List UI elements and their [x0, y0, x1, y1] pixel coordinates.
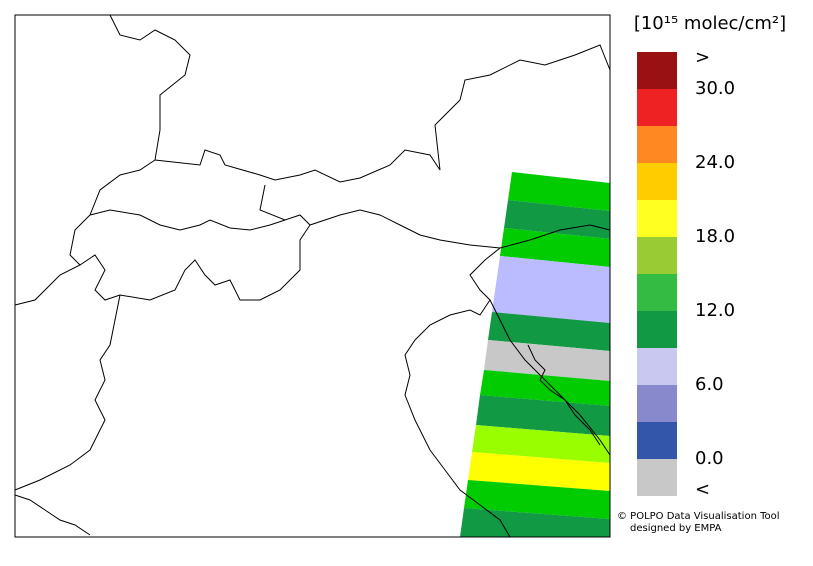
- colorbar-tick-label: 24.0: [695, 152, 735, 173]
- colorbar-under-label: <: [695, 479, 710, 500]
- colorbar-segment: [637, 52, 677, 89]
- map-frame: [14, 14, 611, 538]
- colorbar-tick-label: 30.0: [695, 78, 735, 99]
- colorbar-segment: [637, 311, 677, 348]
- colorbar-tick-label: 0.0: [695, 448, 724, 469]
- map-outlines: [14, 14, 611, 538]
- colorbar-segment: [637, 274, 677, 311]
- credit-line: designed by EMPA: [630, 523, 722, 534]
- swath: [460, 172, 610, 537]
- colorbar-tick-label: 12.0: [695, 300, 735, 321]
- colorbar-title: [10¹⁵ molec/cm²]: [634, 13, 786, 34]
- colorbar-segment: [637, 200, 677, 237]
- colorbar-tick-label: 18.0: [695, 226, 735, 247]
- colorbar-segment: [637, 348, 677, 385]
- colorbar-segment: [637, 459, 677, 496]
- credit-line: © POLPO Data Visualisation Tool: [617, 511, 780, 522]
- colorbar-segment: [637, 422, 677, 459]
- colorbar-segment: [637, 163, 677, 200]
- colorbar-segment: [637, 126, 677, 163]
- colorbar-segment: [637, 385, 677, 422]
- colorbar-over-label: >: [695, 47, 710, 68]
- colorbar-segment: [637, 89, 677, 126]
- colorbar-tick-label: 6.0: [695, 374, 724, 395]
- colorbar-segment: [637, 237, 677, 274]
